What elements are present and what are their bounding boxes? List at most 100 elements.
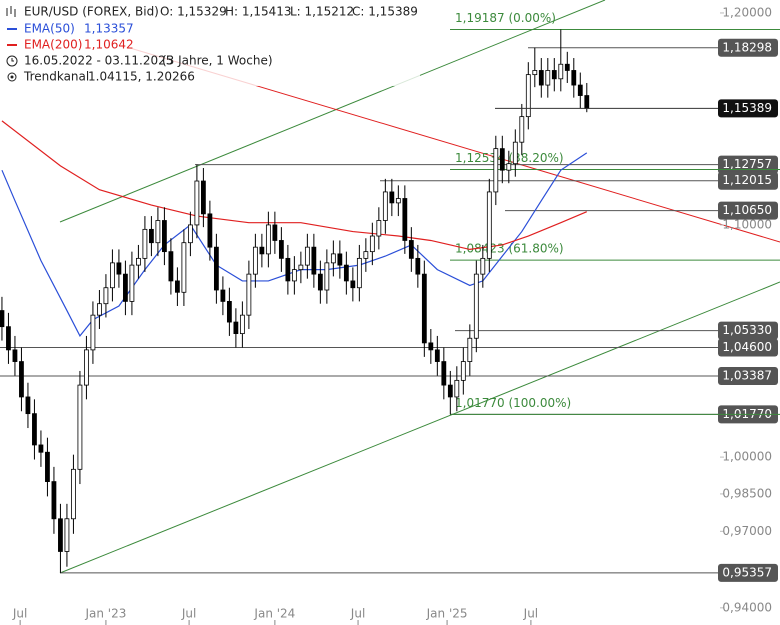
- candle-body: [239, 314, 245, 335]
- candle-body: [350, 280, 356, 289]
- period: 16.05.2022 - 03.11.2025: [24, 54, 173, 68]
- candle-body: [311, 246, 317, 275]
- fib-label: 1,01770 (100.00%): [455, 396, 571, 410]
- candle-body: [454, 379, 460, 398]
- candle-body: [259, 246, 265, 255]
- candle-body: [421, 273, 427, 344]
- candle-body: [577, 84, 583, 96]
- candle-body: [337, 253, 343, 266]
- candle-body: [415, 257, 421, 275]
- candle-body: [493, 148, 499, 193]
- level-label: 1,04600: [722, 340, 772, 354]
- x-tick-label: Jan '25: [426, 607, 468, 621]
- candle-body: [71, 468, 76, 520]
- candle-body: [272, 224, 278, 241]
- candle-body: [291, 269, 297, 282]
- candle-body: [64, 518, 70, 552]
- ohlc-high: H: 1,15413: [225, 5, 292, 19]
- candle-body: [460, 361, 466, 381]
- candle-body: [278, 240, 284, 259]
- fib-label: 1,08423 (61.80%): [455, 242, 564, 256]
- candle-body: [252, 246, 258, 275]
- candle-body: [162, 220, 167, 253]
- candle-body: [467, 337, 473, 362]
- y-tick-label: 1,20000: [722, 5, 772, 19]
- channel-lower: [59, 281, 780, 574]
- candle-body: [265, 224, 271, 255]
- channel-upper: [59, 0, 606, 223]
- candle-body: [304, 246, 310, 266]
- level-label: 1,12757: [722, 157, 772, 171]
- clock-icon: [6, 55, 18, 67]
- candle-body: [136, 257, 141, 266]
- ohlc-open: O: 1,15329: [160, 5, 227, 19]
- y-tick-label: 1,10000: [722, 217, 772, 231]
- candle-body: [246, 273, 252, 316]
- candle-body: [434, 349, 440, 362]
- candle-body: [213, 246, 219, 291]
- x-tick-label: Jan '24: [253, 607, 295, 621]
- channel-icon-dot: [10, 75, 14, 79]
- x-tick-label: Jul: [523, 607, 538, 621]
- candle-body: [343, 264, 349, 282]
- candle-body: [155, 220, 161, 244]
- title: EUR/USD (FOREX, Bid): [24, 5, 159, 19]
- candle-body: [356, 257, 362, 289]
- candle-body: [402, 198, 408, 241]
- candle-body: [473, 273, 479, 339]
- level-label: 1,10650: [722, 203, 772, 217]
- level-box: [718, 563, 778, 582]
- candle-body: [486, 191, 492, 259]
- ohlc-close: C: 1,15389: [352, 5, 418, 19]
- level-label: 1,05330: [722, 323, 772, 337]
- legend-name: EMA(50): [24, 22, 75, 36]
- candle-body: [110, 262, 115, 289]
- fib-label: 1,19187 (0.00%): [455, 11, 556, 25]
- candle-body: [45, 451, 50, 482]
- candle-body: [181, 242, 187, 293]
- level-box: [718, 366, 778, 385]
- last-price-label: 1,15389: [722, 101, 772, 115]
- plot: 1,20000 1,10000 1,00000 0,98500 0,97000 0,940…: [0, 5, 780, 625]
- candle-body: [58, 518, 63, 552]
- level-box: [718, 338, 778, 357]
- x-tick-label: Jan '23: [84, 607, 126, 621]
- candle-body: [298, 264, 304, 271]
- y-tick-label: 0,94000: [722, 600, 772, 614]
- candle-body: [84, 349, 89, 386]
- candle-body: [571, 70, 577, 86]
- y-tick-label: 0,98500: [722, 486, 772, 500]
- candle-body: [97, 303, 102, 316]
- level-box: [718, 171, 778, 190]
- candle-body: [200, 180, 206, 215]
- candle-body: [317, 273, 323, 291]
- candle-body: [363, 251, 369, 259]
- candle-body: [187, 224, 193, 244]
- candle-body: [116, 262, 122, 275]
- candle-body: [38, 444, 44, 453]
- candle-body: [0, 310, 5, 328]
- level-box: [718, 38, 778, 57]
- candle-body: [538, 70, 544, 86]
- candle-body: [584, 95, 590, 109]
- legend-name: EMA(200): [24, 38, 82, 52]
- y-tick-label: 1,00000: [722, 450, 772, 464]
- candle-body: [551, 70, 557, 80]
- level-label: 1,03387: [722, 368, 772, 382]
- candle-body: [428, 342, 434, 351]
- candle-body: [395, 198, 401, 204]
- candle-body: [207, 213, 213, 248]
- period-note: (3 Jahre, 1 Woche): [162, 54, 273, 68]
- candle-body: [32, 413, 37, 446]
- candle-body: [519, 116, 525, 143]
- candle-body: [19, 361, 24, 398]
- legend-value: 1,10642: [84, 38, 134, 52]
- candle-body: [558, 63, 564, 80]
- channel-values: 1.04115, 1.20266: [88, 70, 195, 84]
- candle-body: [382, 191, 388, 221]
- candle-body: [149, 228, 154, 244]
- level-label: 0,95357: [722, 565, 772, 579]
- candle-body: [168, 251, 174, 282]
- legend-value: 1,13357: [84, 22, 134, 36]
